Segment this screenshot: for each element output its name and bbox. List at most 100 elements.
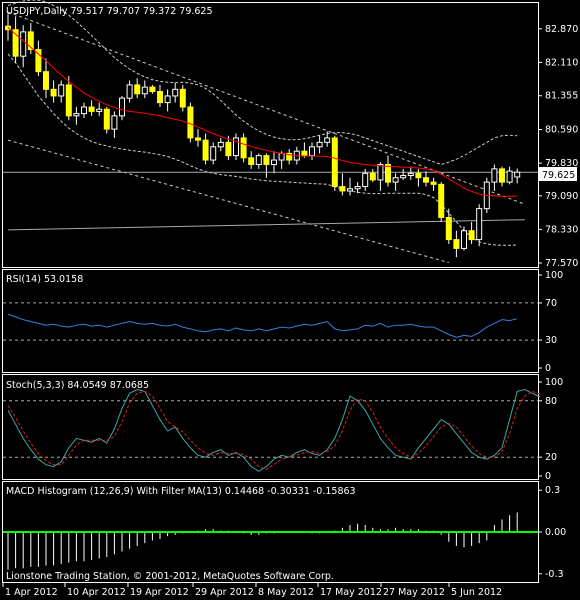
candle-body	[255, 155, 262, 165]
candle-body	[415, 172, 422, 179]
candle-body	[172, 88, 179, 97]
price-axis-tick-label: 80.590	[545, 125, 578, 136]
rsi-panel: 100 70 30 0 RSI(14) 53.0158	[3, 270, 563, 374]
price-axis-tick-label: 78.330	[545, 224, 578, 235]
candle-body	[347, 188, 353, 192]
x-axis-label: 27 May 2012	[383, 587, 445, 598]
candle-body	[476, 208, 483, 241]
trend-lines	[7, 11, 525, 264]
candle-body	[514, 171, 521, 178]
candle-body	[453, 239, 460, 249]
macd-histogram-bars	[7, 512, 518, 570]
candle-body	[65, 84, 72, 117]
candle-body	[43, 71, 49, 90]
candle-body	[392, 177, 399, 183]
candle-body	[20, 31, 27, 57]
candle-body	[385, 163, 391, 183]
price-panel-title: USDJPY,Daily 79.517 79.707 79.372 79.625	[6, 6, 213, 17]
candle-body	[438, 183, 445, 218]
candle-body	[50, 88, 57, 97]
candle-body	[400, 175, 407, 179]
rsi-axis-tick-label: 100	[545, 270, 563, 281]
candle-body	[103, 108, 110, 130]
macd-panel-title: MACD Histogram (12,26,9) With Filter MA(…	[6, 486, 356, 497]
candle-body	[309, 146, 315, 157]
macd-panel: 0.3 0.00 -0.3 MACD Histogram (12,26,9) Wit…	[3, 485, 566, 582]
candle-body	[141, 86, 148, 95]
candle-body	[126, 84, 133, 99]
stoch-axis-tick-label: 100	[545, 377, 563, 388]
moving-average	[7, 27, 518, 197]
candle-body	[119, 97, 125, 117]
candle-body	[445, 216, 452, 241]
rsi-levels	[3, 302, 538, 341]
candle-body	[12, 29, 19, 57]
rsi-axis-tick-label: 30	[545, 335, 557, 346]
price-y-axis: 82.870 82.110 81.355 80.590 79.830 79.090 78.3…	[538, 24, 578, 269]
x-axis-label: 17 May 2012	[320, 587, 382, 598]
candle-body	[240, 137, 247, 159]
price-axis-tick-label: 82.870	[545, 24, 578, 35]
candle-body	[499, 168, 505, 183]
trend-line	[7, 219, 525, 231]
candle-body	[362, 172, 369, 188]
candle-body	[225, 141, 232, 157]
candle-body	[324, 137, 331, 143]
candle-body	[217, 141, 224, 148]
stoch-panel-title: Stoch(5,3,3) 84.0549 87.0685	[6, 380, 149, 391]
rsi-line	[7, 313, 518, 338]
candle-body	[377, 163, 384, 181]
candle-body	[179, 88, 186, 108]
x-axis: 1 Apr 2012 10 Apr 2012 19 Apr 2012 29 Apr 2…	[2, 583, 502, 598]
stoch-axis-tick-label: 0	[545, 471, 551, 482]
stoch-levels	[3, 400, 538, 458]
candle-body	[407, 172, 414, 177]
last-price-box	[539, 167, 577, 181]
candle-body	[96, 108, 103, 112]
stoch-panel-frame	[2, 374, 539, 480]
trend-line	[7, 139, 449, 264]
macd-axis-tick-label: -0.3	[545, 569, 564, 580]
candle-body	[187, 106, 194, 139]
copyright-text: Lionstone Trading Station, © 2001-2012, …	[6, 571, 334, 582]
macd-axis-tick-label: 0.00	[545, 527, 566, 538]
candle-body	[301, 150, 308, 157]
bollinger-band-line	[7, 0, 518, 166]
candle-body	[248, 157, 255, 165]
candle-body	[369, 172, 376, 181]
rsi-panel-title: RSI(14) 53.0158	[6, 274, 83, 285]
candles	[5, 14, 521, 258]
bollinger-band-line	[7, 53, 518, 246]
x-axis-label: 29 Apr 2012	[195, 587, 254, 598]
candle-body	[164, 95, 171, 104]
candle-body	[263, 155, 270, 165]
macd-axis-tick-label: 0.3	[545, 485, 560, 496]
price-axis-tick-label: 79.090	[545, 191, 578, 202]
candle-body	[286, 152, 293, 161]
candle-body	[81, 106, 87, 115]
candle-body	[58, 84, 65, 97]
trend-line	[7, 11, 525, 205]
candle-body	[149, 86, 156, 93]
price-axis-tick-label: 81.355	[545, 91, 578, 102]
candle-body	[202, 139, 209, 161]
candle-body	[278, 152, 285, 161]
x-axis-label: 5 Jun 2012	[451, 587, 502, 598]
stoch-axis-tick-label: 20	[545, 452, 557, 463]
candle-body	[111, 115, 118, 130]
stoch-panel: 100 80 20 0 Stoch(5,3,3) 84.0549 87.0685	[3, 377, 563, 482]
candle-body	[157, 91, 163, 104]
macd-y-axis: 0.3 0.00 -0.3	[538, 485, 566, 580]
x-axis-label: 10 Apr 2012	[67, 587, 126, 598]
stoch-line-path	[7, 388, 541, 472]
candle-body	[354, 186, 361, 190]
price-panel-frame	[2, 2, 539, 268]
rsi-axis-tick-label: 70	[545, 298, 557, 309]
x-axis-label: 19 Apr 2012	[130, 587, 189, 598]
candle-body	[195, 137, 201, 141]
candle-body	[331, 137, 338, 188]
moving-average-line	[7, 27, 518, 197]
price-axis-tick-label: 77.570	[545, 258, 578, 269]
candle-body	[233, 137, 239, 157]
candle-body	[73, 113, 80, 117]
